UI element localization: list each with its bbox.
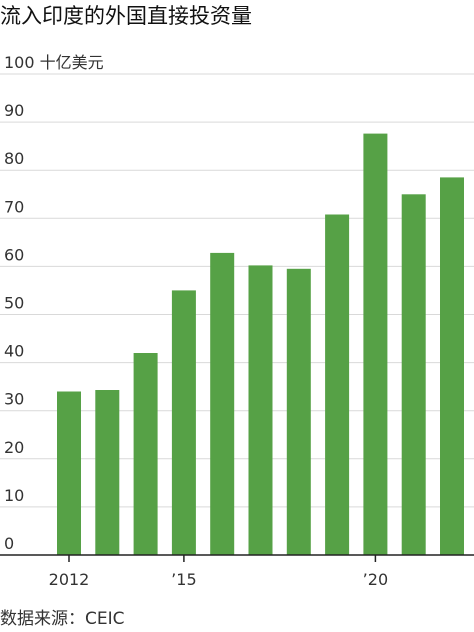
- chart-title: 流入印度的外国直接投资量: [0, 4, 252, 28]
- y-tick-label-30: 30: [4, 390, 24, 409]
- bar-2017: [248, 265, 273, 555]
- y-tick-label-40: 40: [4, 342, 24, 361]
- bar-2021: [401, 194, 426, 556]
- y-tick-label-60: 60: [4, 245, 24, 264]
- x-tick-label-2020: ’20: [363, 570, 388, 589]
- source-note: 数据来源：CEIC: [0, 609, 125, 629]
- bar-2020: [363, 133, 388, 555]
- bar-2022: [440, 177, 464, 555]
- y-tick-label-70: 70: [4, 197, 24, 216]
- y-tick-label-20: 20: [4, 438, 24, 457]
- bars: [57, 133, 464, 556]
- y-axis-tick-labels: 0 10 20 30 40 50 60 70 80 90 100 十亿美元: [4, 53, 104, 553]
- x-tick-label-2015: ’15: [171, 570, 196, 589]
- y-tick-label-0: 0: [4, 534, 14, 553]
- bar-2019: [325, 214, 350, 555]
- bar-2015: [171, 290, 196, 555]
- y-tick-label-100: 100 十亿美元: [4, 53, 104, 72]
- y-tick-label-80: 80: [4, 149, 24, 168]
- x-tick-label-2012: 2012: [49, 570, 90, 589]
- bar-2013: [95, 390, 120, 555]
- x-axis-tick-labels: 2012 ’15 ’20: [49, 570, 388, 589]
- y-tick-label-10: 10: [4, 486, 24, 505]
- y-tick-label-90: 90: [4, 101, 24, 120]
- bar-2012: [57, 391, 81, 555]
- y-tick-label-50: 50: [4, 294, 24, 313]
- x-axis: [0, 554, 474, 562]
- bar-2016: [210, 252, 235, 555]
- bar-2014: [133, 353, 158, 555]
- bar-2018: [286, 268, 311, 555]
